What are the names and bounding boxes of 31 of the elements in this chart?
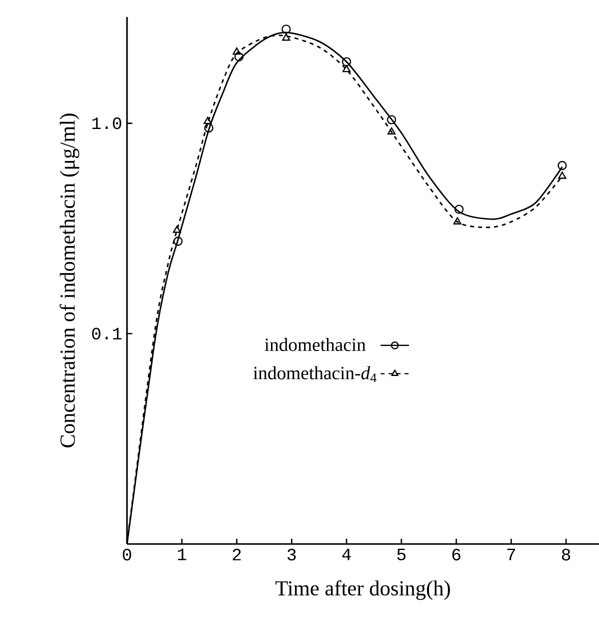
x-tick-label: 5 (397, 548, 406, 560)
point (558, 172, 566, 179)
x-tick-label: 7 (507, 548, 516, 560)
x-tick-label: 8 (562, 548, 570, 560)
point (204, 123, 214, 133)
x-tick-label: 4 (342, 548, 351, 560)
x-axis-title: Time after dosing(h) (275, 580, 450, 600)
point (232, 47, 241, 55)
y-tick-label: 1.0 (92, 117, 122, 130)
y-tick-label: 0.1 (92, 328, 122, 340)
y-axis-title: Concentration of indomethacin (μg/ml) (60, 114, 80, 448)
point (282, 24, 291, 34)
legend-label: indomethacin (264, 338, 366, 352)
point (386, 115, 396, 124)
point (453, 217, 462, 224)
x-tick-label: 0 (122, 548, 132, 560)
point (282, 34, 290, 41)
point (234, 52, 244, 62)
point (558, 160, 567, 170)
point (342, 64, 351, 72)
point (173, 236, 183, 246)
legend-label: indomethacin-d$_{4}$ (253, 366, 376, 382)
point (172, 226, 182, 233)
x-tick-label: 3 (288, 548, 296, 560)
point (204, 116, 212, 124)
x-tick-label: 1 (178, 548, 186, 560)
point (387, 127, 396, 134)
x-tick-label: 2 (232, 548, 241, 560)
x-tick-label: 6 (452, 548, 460, 560)
point (342, 57, 352, 66)
point (454, 204, 464, 214)
